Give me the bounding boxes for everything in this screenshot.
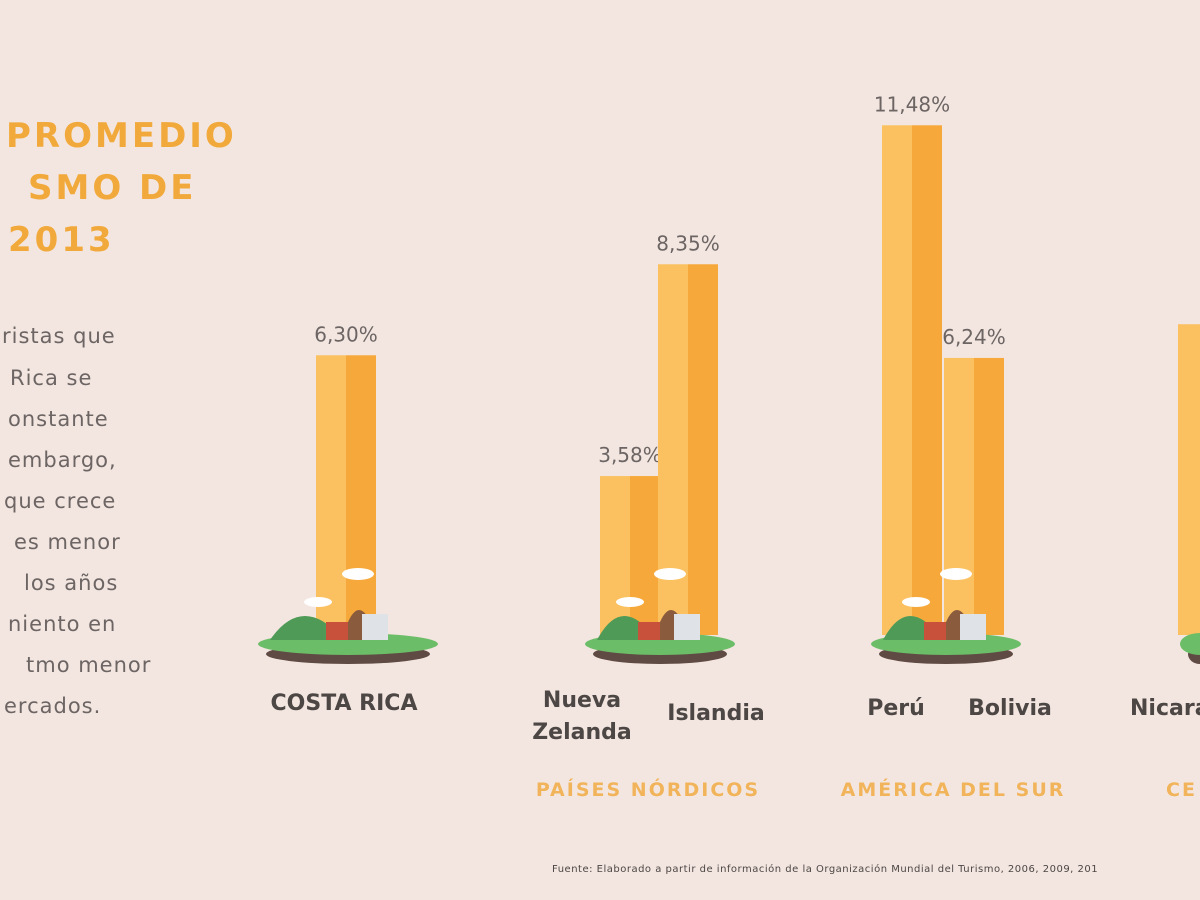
bar-value-label-5: 7, [1198,291,1200,315]
bar-3-light [882,125,912,636]
title-line-2: SMO DE [28,168,197,208]
title-line-1: PROMEDIO [6,116,237,156]
bar-1-dark [630,476,660,635]
country-label-5: Nicara [1130,696,1200,721]
bar-1-light [600,476,630,635]
bar-0-light [316,355,346,635]
landmark-illustration-1 [585,568,735,664]
country-label-1: Nueva Zelanda [532,688,632,745]
landmark-illustration-0 [258,568,438,664]
body-line-3: onstante [8,407,109,431]
body-line-4: embargo, [8,448,117,472]
group-label-2: CE [1166,779,1197,801]
bar-3 [882,125,942,636]
bar-value-label-1: 3,58% [598,443,662,467]
body-line-8: niento en [8,612,117,636]
bar-5-light [1178,324,1200,635]
bar-0 [316,355,376,635]
bar-value-label-2: 8,35% [656,231,720,255]
body-line-10: ercados. [4,694,102,718]
country-label-4: Bolivia [968,696,1052,721]
landmark-illustration-3 [1180,633,1200,664]
bar-4 [944,357,1004,635]
body-line-5: que crece [4,489,117,513]
country-label-0: COSTA RICA [271,691,418,716]
bar-1 [600,476,660,635]
country-label-3: Perú [867,696,925,721]
group-label-0: PAÍSES NÓRDICOS [536,777,760,801]
bar-value-label-0: 6,30% [314,322,378,346]
body-line-1: ristas que [2,324,116,348]
group-label-1: AMÉRICA DEL SUR [841,778,1066,801]
bar-4-dark [974,357,1004,635]
bar-0-dark [346,355,376,635]
body-line-6: es menor [14,530,121,554]
bar-4-light [944,357,974,635]
country-label-2: Islandia [667,701,764,726]
source-note: Fuente: Elaborado a partir de informació… [552,864,1099,875]
landmark-illustration-2 [871,568,1021,664]
bar-value-label-4: 6,24% [942,325,1006,349]
bar-2-dark [688,264,718,635]
body-line-2: Rica se [10,366,93,390]
bar-5 [1178,324,1200,635]
body-line-9: tmo menor [26,653,152,677]
body-line-7: los años [24,571,119,595]
bar-3-dark [912,125,942,636]
bar-value-label-3: 11,48% [874,92,950,116]
title-line-3: 2013 [8,220,115,260]
